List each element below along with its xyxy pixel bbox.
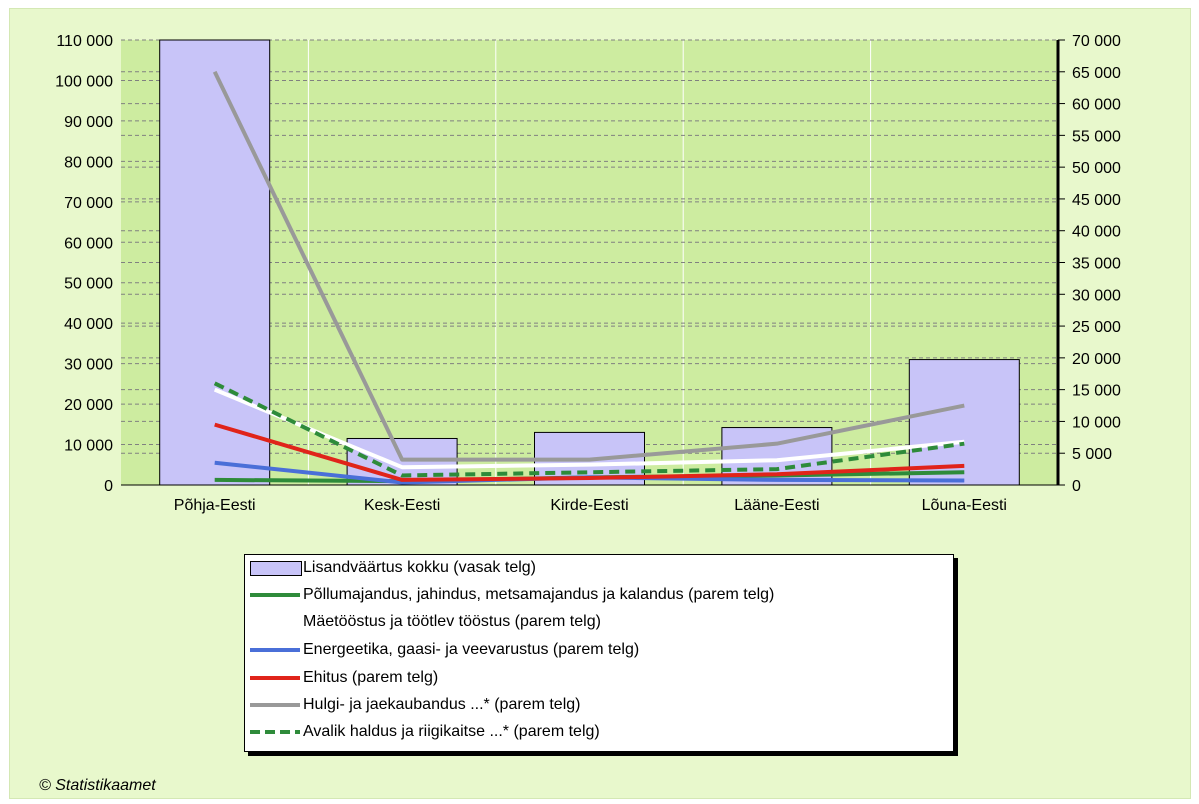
legend-label: Lisandväärtus kokku (vasak telg) [303,559,536,576]
legend-swatch-line [250,620,300,624]
right-tick-label: 40 000 [1072,224,1121,241]
series-line [212,70,965,462]
left-tick-label: 30 000 [64,357,113,374]
right-tick-label: 0 [1072,478,1081,495]
right-tick-label: 35 000 [1072,256,1121,273]
left-tick-label: 50 000 [64,276,113,293]
legend-item-line: Ehitus (parem telg) [245,667,945,691]
right-tick-label: 5 000 [1072,446,1112,463]
legend-label: Avalik haldus ja riigikaitse ...* (parem… [303,723,600,740]
legend-swatch-line [250,676,300,680]
legend-item-line: Energeetika, gaasi- ja veevarustus (pare… [245,639,945,663]
right-tick-label: 10 000 [1072,414,1121,431]
left-tick-label: 40 000 [64,316,113,333]
legend-swatch-bar [250,561,302,576]
legend-item-line: Hulgi- ja jaekaubandus ...* (parem telg) [245,694,945,718]
category-label: Lõuna-Eesti [922,497,1007,514]
left-tick-label: 0 [104,478,113,495]
legend-label: Energeetika, gaasi- ja veevarustus (pare… [303,641,640,658]
chart-svg: 0 10 000 20 000 30 000 40 000 50 000 60 000 70 … [55,33,1121,514]
legend-item-line: Mäetööstus ja töötlev tööstus (parem tel… [245,611,945,635]
legend: Lisandväärtus kokku (vasak telg) Põlluma… [244,554,954,752]
series-line [213,381,965,478]
right-tick-label: 50 000 [1072,160,1121,177]
left-tick-label: 20 000 [64,397,113,414]
legend-item-line: Põllumajandus, jahindus, metsamajandus j… [245,584,945,608]
left-tick-label: 80 000 [64,154,113,171]
left-tick-label: 90 000 [64,114,113,131]
series-line [213,387,965,470]
legend-swatch-line [250,648,300,652]
bar [159,39,271,486]
chart-frame: 0 10 000 20 000 30 000 40 000 50 000 60 000 70 … [9,8,1191,799]
series-line [214,422,965,482]
legend-item-bar: Lisandväärtus kokku (vasak telg) [245,557,945,581]
right-tick-label: 60 000 [1072,97,1121,114]
left-tick-label: 100 000 [55,73,113,90]
bar [908,359,1020,486]
category-label: Lääne-Eesti [734,497,819,514]
legend-label: Ehitus (parem telg) [303,669,439,686]
left-tick-label: 70 000 [64,195,113,212]
right-tick-label: 30 000 [1072,287,1121,304]
legend-swatch-line [250,593,300,597]
legend-swatch-dashed [250,730,300,734]
category-label: Kirde-Eesti [550,497,628,514]
right-tick-label: 55 000 [1072,128,1121,145]
legend-swatch-line [250,703,300,707]
left-tick-label: 10 000 [64,438,113,455]
right-tick-label: 25 000 [1072,319,1121,336]
right-tick-label: 15 000 [1072,383,1121,400]
left-tick-label: 60 000 [64,235,113,252]
legend-item-line: Avalik haldus ja riigikaitse ...* (parem… [245,721,945,745]
right-tick-label: 45 000 [1072,192,1121,209]
left-tick-label: 110 000 [56,33,113,50]
right-tick-label: 20 000 [1072,351,1121,368]
right-tick-label: 65 000 [1072,65,1121,82]
right-tick-label: 70 000 [1072,33,1121,50]
category-label: Põhja-Eesti [174,497,256,514]
category-label: Kesk-Eesti [364,497,440,514]
legend-label: Põllumajandus, jahindus, metsamajandus j… [303,586,775,603]
legend-label: Hulgi- ja jaekaubandus ...* (parem telg) [303,696,581,713]
legend-label: Mäetööstus ja töötlev tööstus (parem tel… [303,613,601,630]
copyright-text: © Statistikaamet [39,777,156,794]
